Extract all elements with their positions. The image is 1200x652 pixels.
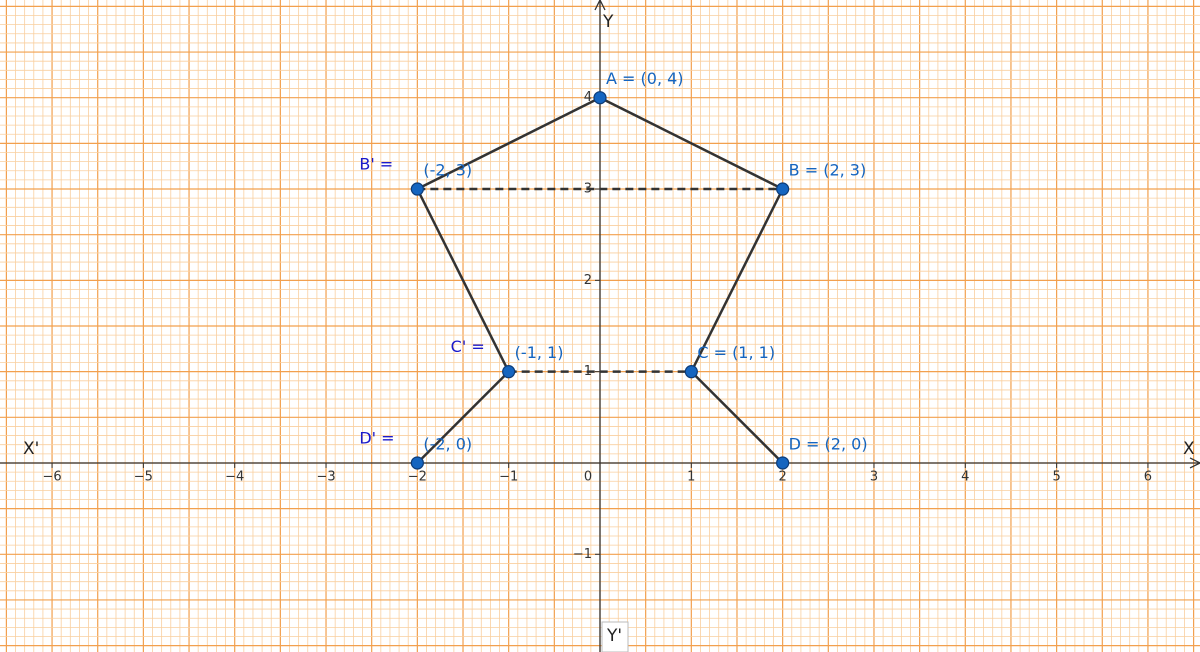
point <box>776 182 790 196</box>
points: A = (0, 4) B = (2, 3) C = (1, 1) D = (2, 0)… <box>359 69 868 470</box>
x-tick-label: 1 <box>687 469 695 484</box>
point-label: (-2, 0) <box>423 434 472 453</box>
x-tick-label: 6 <box>1144 469 1152 484</box>
point <box>776 456 790 470</box>
x-tick-label: 3 <box>870 469 878 484</box>
x-tick-label: 4 <box>961 469 969 484</box>
x-tick-label: −3 <box>316 469 335 484</box>
x-tick-label: −4 <box>225 469 244 484</box>
point <box>410 456 424 470</box>
axis-label: X <box>1183 439 1195 459</box>
x-axis-arrow <box>1189 457 1200 469</box>
segment <box>599 96 784 191</box>
axis-label-box <box>601 621 629 652</box>
axis-label: Y' <box>606 626 622 646</box>
segments <box>416 96 784 464</box>
y-tick-label: 2 <box>584 273 592 288</box>
point <box>410 182 424 196</box>
point-label: (-1, 1) <box>515 343 564 362</box>
point-label: A = (0, 4) <box>606 69 684 88</box>
x-tick-label: 5 <box>1052 469 1060 484</box>
x-tick-label: −2 <box>408 469 427 484</box>
segment <box>690 188 784 373</box>
point-label: C = (1, 1) <box>697 343 775 362</box>
point <box>684 365 698 379</box>
segment <box>690 370 784 464</box>
point <box>593 91 607 105</box>
x-tick-label: 2 <box>779 469 787 484</box>
point-label: D = (2, 0) <box>789 434 868 453</box>
segment <box>416 188 510 373</box>
x-tick-label: 0 <box>584 469 592 484</box>
point-label: B = (2, 3) <box>789 161 867 180</box>
y-tick-label: −1 <box>573 547 592 562</box>
segment <box>416 96 601 191</box>
axis-label: X' <box>23 439 39 459</box>
point <box>502 365 516 379</box>
point-prefix: D' = <box>359 428 394 447</box>
point-label: (-2, 3) <box>423 161 472 180</box>
x-tick-label: −6 <box>42 469 61 484</box>
x-tick-label: −5 <box>134 469 153 484</box>
y-tick-label: 4 <box>584 90 592 105</box>
axis-label: Y <box>602 12 614 32</box>
point-prefix: C' = <box>451 337 485 356</box>
segment <box>416 370 510 464</box>
point-prefix: B' = <box>359 155 393 174</box>
y-axis-arrow <box>594 0 606 11</box>
x-tick-label: −1 <box>499 469 518 484</box>
